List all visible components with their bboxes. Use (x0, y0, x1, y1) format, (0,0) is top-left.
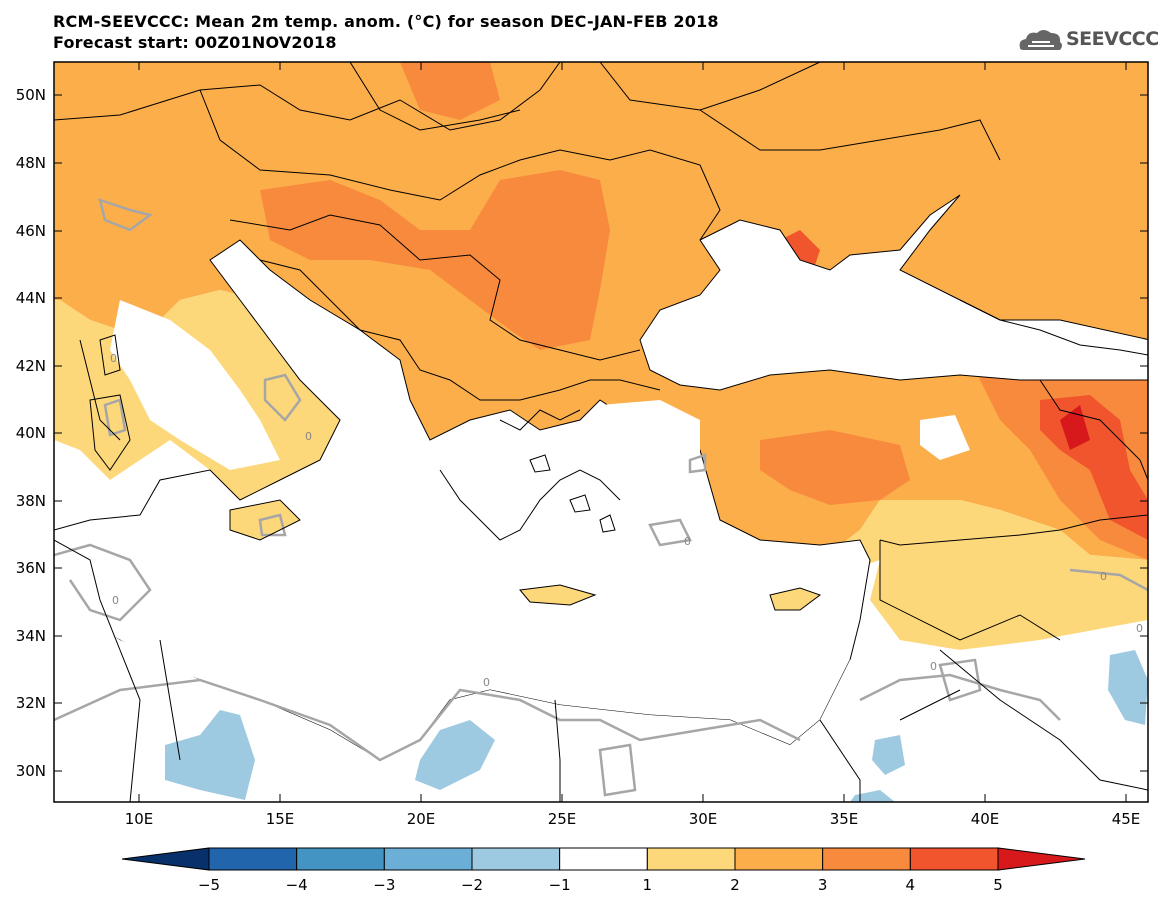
forecast-start: Forecast start: 00Z01NOV2018 (53, 33, 337, 52)
latitude-axis: 50N 48N 46N 44N 42N 40N 38N 36N 34N 32N … (16, 86, 1148, 780)
colorbar-high-extend (997, 847, 1086, 871)
anomaly-3-4-north (400, 62, 500, 120)
colorbar-box (208, 847, 298, 871)
colorbar-tick-label: −3 (373, 876, 395, 894)
colorbar-tick-label: 1 (643, 876, 653, 894)
contour-labels: 0 0 0 0 0 0 0 0 (110, 352, 1143, 689)
black-sea (639, 194, 1148, 391)
anomaly-1-2-levant (880, 550, 1040, 650)
anomaly-m1-m2-sinai (872, 735, 905, 775)
lat-label: 30N (16, 762, 46, 780)
lon-label: 30E (689, 810, 718, 828)
colorbar-box (822, 847, 911, 871)
colorbar-box (909, 847, 999, 871)
contour-label: 0 (483, 676, 490, 689)
contour-label: 0 (110, 352, 117, 365)
colorbar-low-extend (121, 847, 210, 871)
colorbar: −5 −4 −3 −2 −1 1 2 3 4 5 (121, 847, 1086, 894)
map-frame (53, 61, 1149, 803)
lat-label: 36N (16, 559, 46, 577)
map-title: RCM-SEEVCCC: Mean 2m temp. anom. (°C) fo… (53, 12, 719, 31)
colorbar-box (646, 847, 736, 871)
lon-label: 25E (548, 810, 577, 828)
lat-label: 46N (16, 222, 46, 240)
colorbar-tick-label: −2 (461, 876, 483, 894)
anomaly-m1-m2-egypt-west (415, 720, 495, 790)
logo-text: SEEVCCC (1066, 28, 1159, 50)
tyrrhenian-sea (110, 300, 280, 470)
lat-label: 32N (16, 694, 46, 712)
anomaly-m1-m2-iraq (1108, 650, 1148, 725)
lon-label: 45E (1112, 810, 1141, 828)
lat-label: 42N (16, 357, 46, 375)
lon-label: 35E (830, 810, 859, 828)
lat-label: 48N (16, 154, 46, 172)
seevccc-cloud-logo-icon (1019, 30, 1062, 50)
colorbar-tick-label: 5 (993, 876, 1003, 894)
colorbar-tick-label: −5 (198, 876, 220, 894)
contour-label: 0 (305, 430, 312, 443)
contour-label: 0 (684, 535, 691, 548)
anomaly-m1-m2-libya (165, 710, 255, 800)
anomaly-3-4-anatolia (760, 430, 910, 505)
colorbar-tick-label: 2 (730, 876, 740, 894)
colorbar-box (559, 847, 648, 871)
lat-label: 40N (16, 424, 46, 442)
lat-label: 44N (16, 289, 46, 307)
colorbar-tick-label: −4 (286, 876, 308, 894)
longitude-axis: 10E 15E 20E 25E 30E 35E 40E 45E (125, 62, 1141, 828)
country-borders (54, 62, 1148, 802)
contour-label: 0 (1100, 570, 1107, 583)
lat-label: 38N (16, 492, 46, 510)
lon-label: 15E (266, 810, 295, 828)
anomaly-neutral-anatolia (920, 415, 970, 460)
colorbar-box (296, 847, 385, 871)
colorbar-tick-label: 4 (906, 876, 916, 894)
colorbar-box (734, 847, 824, 871)
anomaly-1-2-cyprus (770, 588, 820, 610)
anomaly-3-4-balkans (260, 170, 610, 350)
lat-label: 34N (16, 627, 46, 645)
colorbar-box (383, 847, 473, 871)
colorbar-tick-label: 3 (818, 876, 828, 894)
lon-label: 10E (125, 810, 154, 828)
anomaly-field (54, 62, 1148, 802)
contour-label: 0 (112, 594, 119, 607)
anomaly-gt5-armenia (1060, 405, 1090, 450)
anomaly-m1-m2-bottom (850, 790, 895, 802)
contour-label: 0 (1136, 622, 1143, 635)
coastlines (79, 334, 822, 611)
lon-label: 40E (971, 810, 1000, 828)
contour-label: 0 (930, 660, 937, 673)
colorbar-tick-label: −1 (549, 876, 571, 894)
zero-contours (54, 198, 1148, 797)
lon-label: 20E (407, 810, 436, 828)
colorbar-box (471, 847, 561, 871)
anomaly-neutral-thrace (600, 400, 700, 460)
lat-label: 50N (16, 86, 46, 104)
